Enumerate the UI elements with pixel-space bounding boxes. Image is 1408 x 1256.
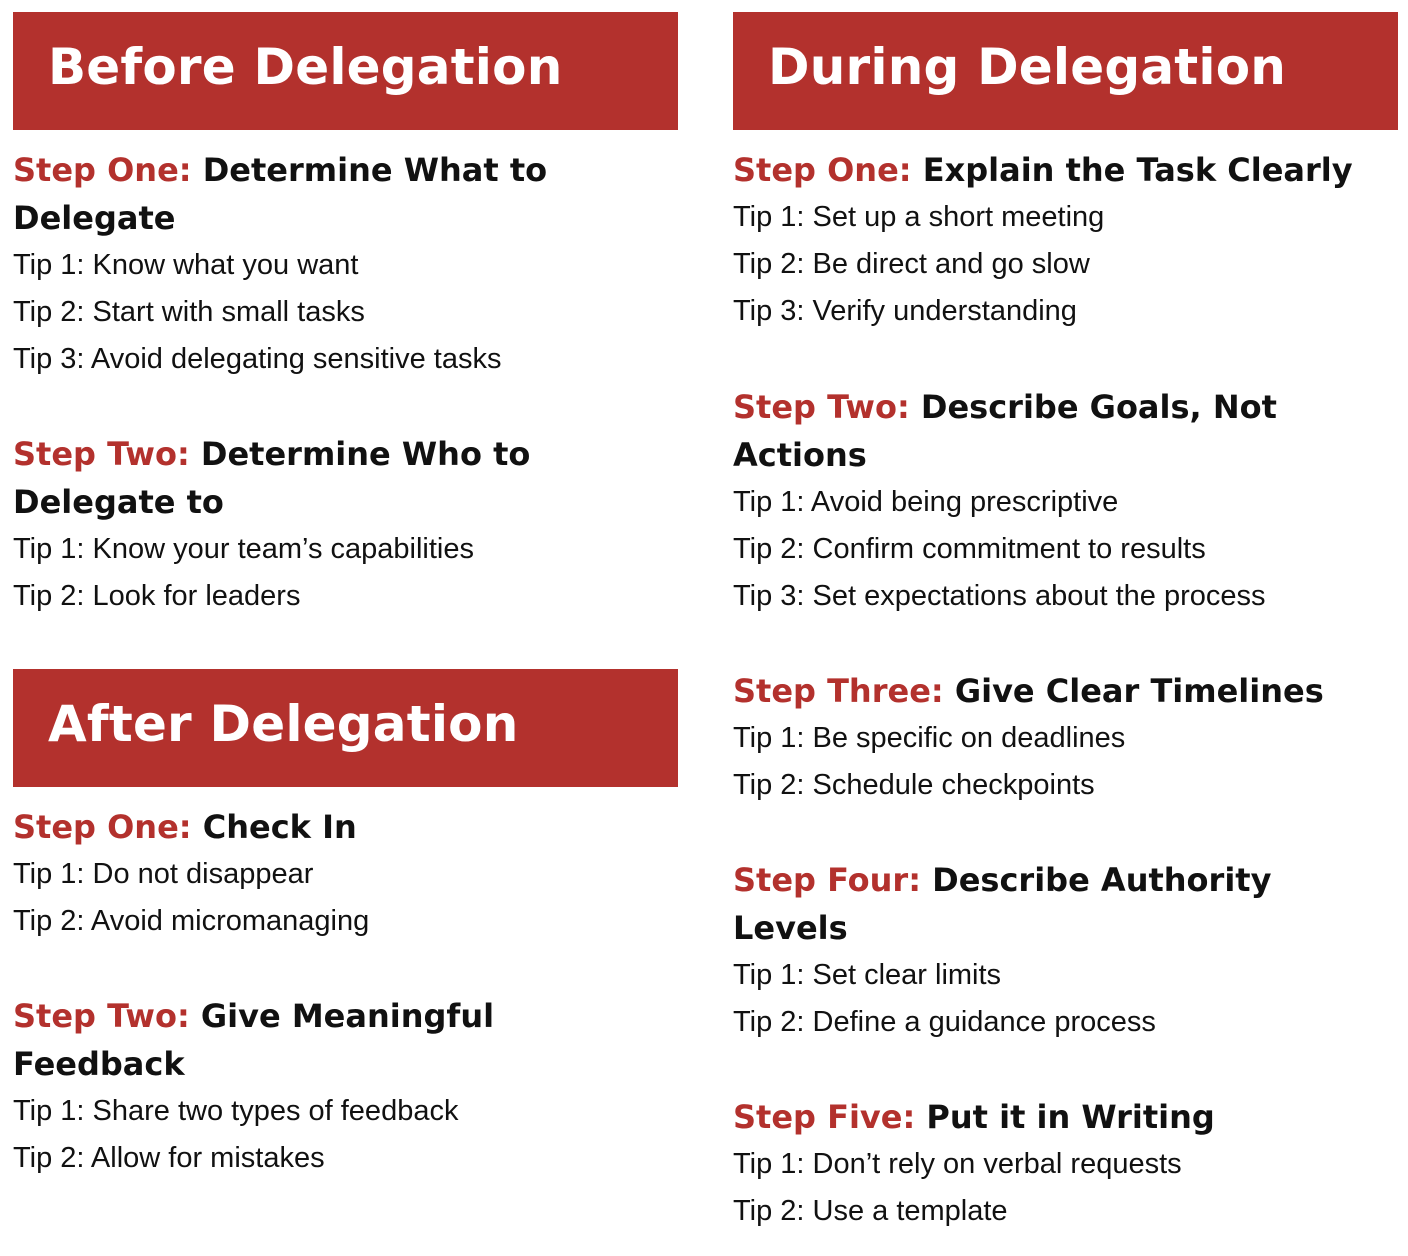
during-step-four: Step Four: Describe Authority Levels Tip…	[733, 856, 1333, 1046]
step-heading: Step One: Determine What to Delegate	[13, 146, 633, 242]
tip-item: Tip 1: Set clear limits	[733, 959, 1002, 991]
after-step-two: Step Two: Give Meaningful Feedback Tip 1…	[13, 992, 573, 1182]
step-heading: Step Two: Determine Who to Delegate to	[13, 430, 633, 526]
during-step-three: Step Three: Give Clear Timelines Tip 1: …	[733, 667, 1398, 809]
step-heading: Step Three: Give Clear Timelines	[733, 667, 1398, 715]
during-step-one: Step One: Explain the Task Clearly Tip 1…	[733, 146, 1398, 335]
after-delegation-banner: After Delegation	[13, 669, 678, 787]
tip-item: Tip 1: Share two types of feedback	[13, 1095, 459, 1127]
step-heading: Step One: Check In	[13, 803, 633, 851]
step-heading: Step Five: Put it in Writing	[733, 1093, 1398, 1141]
tip-item: Tip 1: Avoid being prescriptive	[733, 486, 1119, 518]
step-label: Step Two:	[13, 435, 190, 473]
step-title: Determine Who to Delegate to	[13, 435, 531, 521]
step-title: Give Clear Timelines	[954, 672, 1324, 710]
tip-item: Tip 1: Be specific on deadlines	[733, 722, 1126, 754]
tip-item: Tip 3: Verify understanding	[733, 295, 1077, 327]
step-heading: Step Two: Give Meaningful Feedback	[13, 992, 573, 1088]
tip-item: Tip 1: Set up a short meeting	[733, 201, 1105, 233]
tip-item: Tip 3: Avoid delegating sensitive tasks	[13, 343, 502, 375]
step-label: Step One:	[733, 151, 912, 189]
tip-item: Tip 2: Confirm commitment to results	[733, 533, 1206, 565]
step-title: Explain the Task Clearly	[922, 151, 1353, 189]
tip-item: Tip 2: Use a template	[733, 1195, 1008, 1227]
tip-item: Tip 2: Be direct and go slow	[733, 248, 1090, 280]
step-label: Step Four:	[733, 861, 921, 899]
step-title: Determine What to Delegate	[13, 151, 548, 237]
tip-item: Tip 1: Don’t rely on verbal requests	[733, 1148, 1182, 1180]
tip-item: Tip 2: Look for leaders	[13, 580, 301, 612]
step-title: Describe Goals, Not Actions	[733, 388, 1277, 474]
step-label: Step Five:	[733, 1098, 916, 1136]
step-label: Step One:	[13, 151, 192, 189]
tip-item: Tip 2: Start with small tasks	[13, 296, 365, 328]
step-label: Step Two:	[733, 388, 910, 426]
during-step-five: Step Five: Put it in Writing Tip 1: Don’…	[733, 1093, 1398, 1235]
after-step-one: Step One: Check In Tip 1: Do not disappe…	[13, 803, 633, 945]
step-label: Step Two:	[13, 997, 190, 1035]
step-title: Describe Authority Levels	[733, 861, 1272, 947]
step-title: Check In	[202, 808, 357, 846]
before-delegation-banner: Before Delegation	[13, 12, 678, 130]
step-label: Step One:	[13, 808, 192, 846]
tip-item: Tip 1: Do not disappear	[13, 858, 314, 890]
step-title: Put it in Writing	[926, 1098, 1215, 1136]
step-heading: Step One: Explain the Task Clearly	[733, 146, 1398, 194]
step-title: Give Meaningful Feedback	[13, 997, 495, 1083]
during-step-two: Step Two: Describe Goals, Not Actions Ti…	[733, 383, 1333, 620]
tip-item: Tip 2: Avoid micromanaging	[13, 905, 370, 937]
step-heading: Step Two: Describe Goals, Not Actions	[733, 383, 1333, 479]
tip-item: Tip 3: Set expectations about the proces…	[733, 580, 1266, 612]
step-heading: Step Four: Describe Authority Levels	[733, 856, 1333, 952]
tip-item: Tip 1: Know what you want	[13, 249, 359, 281]
tip-item: Tip 2: Define a guidance process	[733, 1006, 1156, 1038]
before-step-one: Step One: Determine What to Delegate Tip…	[13, 146, 633, 383]
tip-item: Tip 1: Know your team’s capabilities	[13, 533, 474, 565]
tip-item: Tip 2: Allow for mistakes	[13, 1142, 325, 1174]
tip-item: Tip 2: Schedule checkpoints	[733, 769, 1095, 801]
step-label: Step Three:	[733, 672, 944, 710]
before-step-two: Step Two: Determine Who to Delegate to T…	[13, 430, 633, 620]
during-delegation-banner: During Delegation	[733, 12, 1398, 130]
